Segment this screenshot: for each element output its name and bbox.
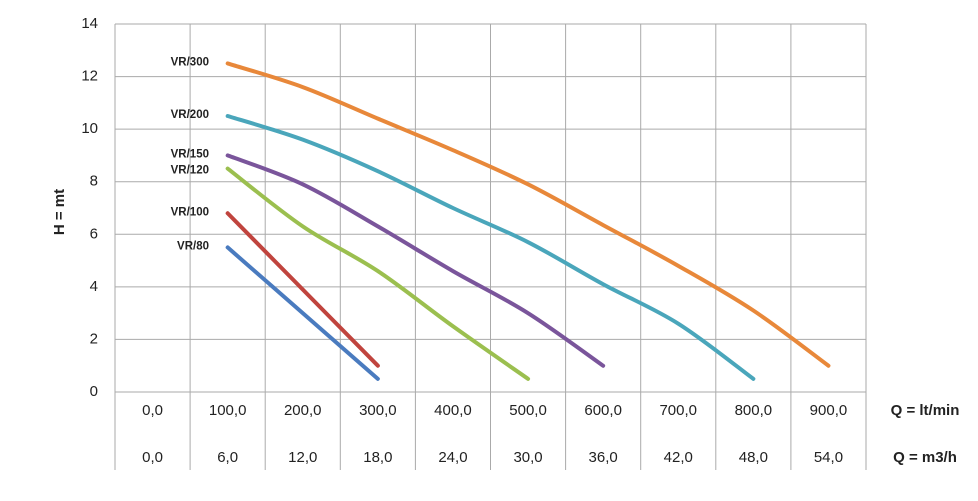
x2-tick-label: 18,0 <box>363 449 392 466</box>
x2-tick-label: 12,0 <box>288 449 317 466</box>
series-label: VR/300 <box>171 56 209 68</box>
curve <box>225 166 531 381</box>
x2-tick-label: 54,0 <box>814 449 843 466</box>
y-tick-label: 10 <box>81 120 98 137</box>
x-tick-label: 500,0 <box>509 402 547 419</box>
curve <box>225 211 380 368</box>
x2-tick-label: 36,0 <box>589 449 618 466</box>
x-tick-label: 100,0 <box>209 402 247 419</box>
y-tick-label: 2 <box>90 330 98 347</box>
x2-tick-label: 0,0 <box>142 449 163 466</box>
curve <box>225 245 380 381</box>
x2-tick-label: 42,0 <box>664 449 693 466</box>
x-tick-label: 700,0 <box>659 402 697 419</box>
x-tick-label: 300,0 <box>359 402 397 419</box>
x-tick-label: 400,0 <box>434 402 472 419</box>
y-axis-label: H = mt <box>51 189 68 235</box>
y-tick-label: 12 <box>81 68 98 85</box>
y-tick-label: 0 <box>90 383 98 400</box>
y-tick-label: 8 <box>90 173 98 190</box>
x2-tick-label: 30,0 <box>513 449 542 466</box>
series-label: VR/100 <box>171 206 209 218</box>
x2-tick-label: 6,0 <box>217 449 238 466</box>
x-axis-label: Q = lt/min <box>891 402 960 419</box>
series-label: VR/120 <box>171 165 209 177</box>
curve <box>225 61 831 368</box>
curve <box>225 153 606 368</box>
x-tick-label: 800,0 <box>735 402 773 419</box>
y-tick-label: 6 <box>90 225 98 242</box>
y-tick-label: 4 <box>90 278 98 295</box>
series-label: VR/200 <box>171 109 209 121</box>
curve <box>225 114 756 381</box>
series-label: VR/150 <box>171 148 209 160</box>
x2-tick-label: 24,0 <box>438 449 467 466</box>
series-label: VR/80 <box>177 240 209 252</box>
x2-axis-label: Q = m3/h <box>893 449 957 466</box>
y-tick-label: 14 <box>81 15 98 32</box>
x-tick-label: 600,0 <box>584 402 622 419</box>
x-tick-label: 900,0 <box>810 402 848 419</box>
x2-tick-label: 48,0 <box>739 449 768 466</box>
x-tick-label: 0,0 <box>142 402 163 419</box>
x-tick-label: 200,0 <box>284 402 322 419</box>
